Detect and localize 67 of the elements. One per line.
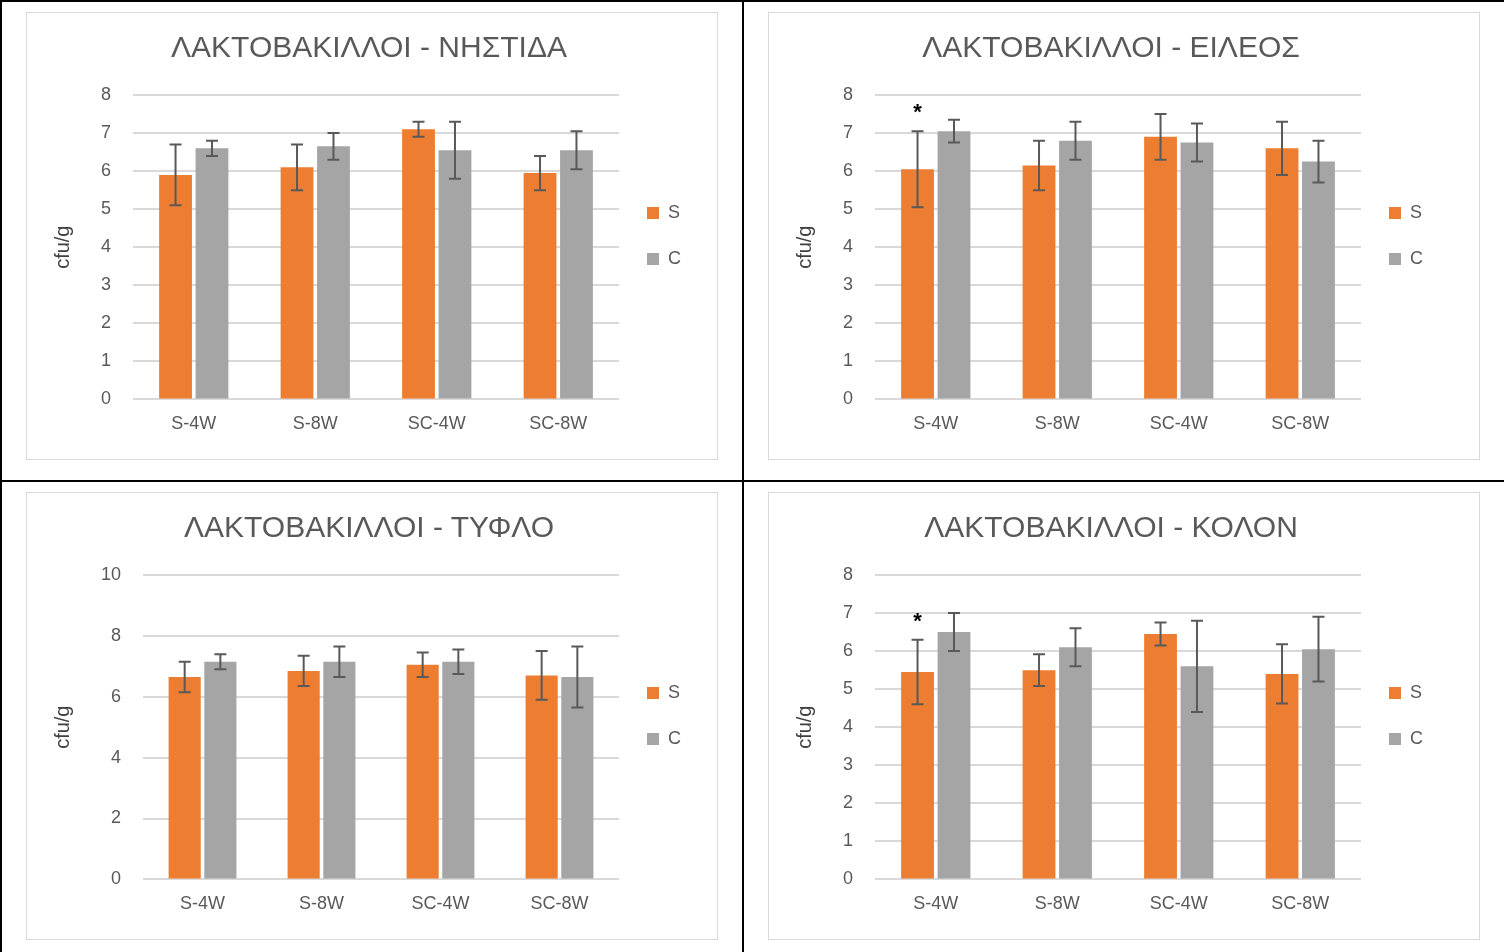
y-tick-label: 2 [843,312,854,333]
y-tick-label: 5 [101,198,112,219]
y-tick-label: 0 [843,868,854,889]
x-tick-label: S-8W [1034,413,1080,434]
chart-title: ΛΑΚΤΟΒΑΚΙΛΛΟΙ - ΤΥΦΛΟ [183,510,555,544]
y-axis-title: cfu/g [792,705,815,749]
legend-label: C [668,247,681,268]
annotation: * [913,99,923,125]
y-tick-label: 8 [843,83,854,104]
y-tick-label: 0 [843,388,854,409]
y-tick-label: 0 [111,868,122,889]
chart-title: ΛΑΚΤΟΒΑΚΙΛΛΟΙ - ΝΗΣΤΙΔΑ [171,30,567,64]
x-tick-label: S-8W [299,893,345,914]
y-tick-label: 6 [111,685,122,706]
y-tick-label: 1 [843,830,854,851]
x-tick-label: SC-4W [1149,413,1208,434]
x-tick-label: SC-8W [530,893,589,914]
legend-label: S [1410,681,1423,702]
annotation: * [913,607,923,633]
chart-title: ΛΑΚΤΟΒΑΚΙΛΛΟΙ - ΚΟΛΟΝ [924,510,1298,544]
x-tick-label: SC-8W [1271,893,1330,914]
y-tick-label: 4 [111,746,122,767]
legend-label: C [668,727,681,748]
y-tick-label: 3 [101,274,112,295]
x-tick-label: S-4W [913,413,959,434]
legend-label: S [668,681,681,702]
y-tick-label: 5 [843,678,854,699]
y-tick-label: 3 [843,274,854,295]
y-tick-label: 10 [100,563,122,584]
x-tick-label: SC-4W [1149,893,1208,914]
y-axis-title: cfu/g [50,705,73,749]
y-axis-title: cfu/g [792,225,815,269]
y-tick-label: 8 [843,563,854,584]
y-axis-title: cfu/g [50,225,73,269]
x-tick-label: S-4W [171,413,217,434]
y-tick-label: 0 [101,388,112,409]
y-tick-label: 1 [101,350,112,371]
y-tick-label: 4 [843,716,854,737]
x-tick-label: SC-4W [411,893,470,914]
legend-label: C [1410,727,1423,748]
y-tick-label: 6 [101,160,112,181]
y-tick-label: 4 [101,236,112,257]
y-tick-label: 5 [843,198,854,219]
y-tick-label: 7 [843,602,854,623]
y-tick-label: 8 [111,624,122,645]
chart-title: ΛΑΚΤΟΒΑΚΙΛΛΟΙ - ΕΙΛΕΟΣ [922,30,1300,64]
y-tick-label: 2 [111,807,122,828]
y-tick-label: 3 [843,754,854,775]
legend-label: S [1410,201,1423,222]
y-tick-label: 1 [843,350,854,371]
y-tick-label: 6 [843,160,854,181]
legend-label: S [668,201,681,222]
y-tick-label: 7 [843,122,854,143]
x-tick-label: S-4W [913,893,959,914]
y-tick-label: 6 [843,640,854,661]
y-tick-label: 2 [101,312,112,333]
y-tick-label: 8 [101,83,112,104]
y-tick-label: 2 [843,792,854,813]
x-tick-label: SC-8W [529,413,588,434]
x-tick-label: SC-8W [1271,413,1330,434]
y-tick-label: 4 [843,236,854,257]
x-tick-label: SC-4W [407,413,466,434]
legend-label: C [1410,247,1423,268]
y-tick-label: 7 [101,122,112,143]
x-tick-label: S-4W [180,893,226,914]
x-tick-label: S-8W [1034,893,1080,914]
x-tick-label: S-8W [292,413,338,434]
